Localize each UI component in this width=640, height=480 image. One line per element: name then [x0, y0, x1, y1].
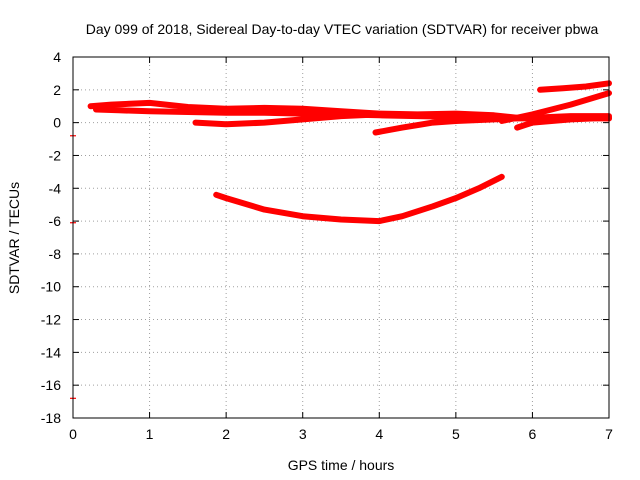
x-tick-label: 5	[452, 426, 460, 442]
series-segment-b	[498, 90, 612, 124]
series-band-upper	[87, 99, 521, 121]
y-tick-label: 0	[53, 115, 61, 131]
y-tick-label: -18	[41, 410, 61, 426]
plot-frame	[72, 56, 610, 419]
series-layer	[87, 80, 612, 225]
y-tick-label: -14	[41, 344, 61, 360]
y-axis-label: SDTVAR / TECUs	[6, 182, 22, 294]
y-tick-label: -6	[49, 213, 62, 229]
x-tick-label: 2	[222, 426, 230, 442]
y-tick-label: 4	[53, 49, 61, 65]
y-tick-label: -10	[41, 279, 61, 295]
y-tick-label: -16	[41, 377, 61, 393]
x-tick-label: 0	[69, 426, 77, 442]
y-tick-label: -8	[49, 246, 62, 262]
x-tick-label: 4	[375, 426, 383, 442]
ticks: 0 1 2 3 4 5 6 7 -18 -16 -14 -12 -10 -8 -6 -4 -2 0 2 4	[41, 49, 613, 442]
series-arc	[213, 173, 505, 225]
series-segment-c	[514, 114, 612, 131]
series-segment-a	[372, 113, 612, 136]
x-axis-label: GPS time / hours	[288, 457, 395, 473]
chart-title: Day 099 of 2018, Sidereal Day-to-day VTE…	[86, 21, 599, 37]
y-tick-label: 2	[53, 82, 61, 98]
y-tick-label: -12	[41, 312, 61, 328]
x-tick-label: 7	[605, 426, 613, 442]
x-tick-label: 3	[299, 426, 307, 442]
x-tick-label: 6	[529, 426, 537, 442]
y-tick-label: -4	[49, 180, 62, 196]
series-segment-d	[537, 80, 612, 93]
x-tick-label: 1	[146, 426, 154, 442]
y-tick-label: -2	[49, 147, 62, 163]
